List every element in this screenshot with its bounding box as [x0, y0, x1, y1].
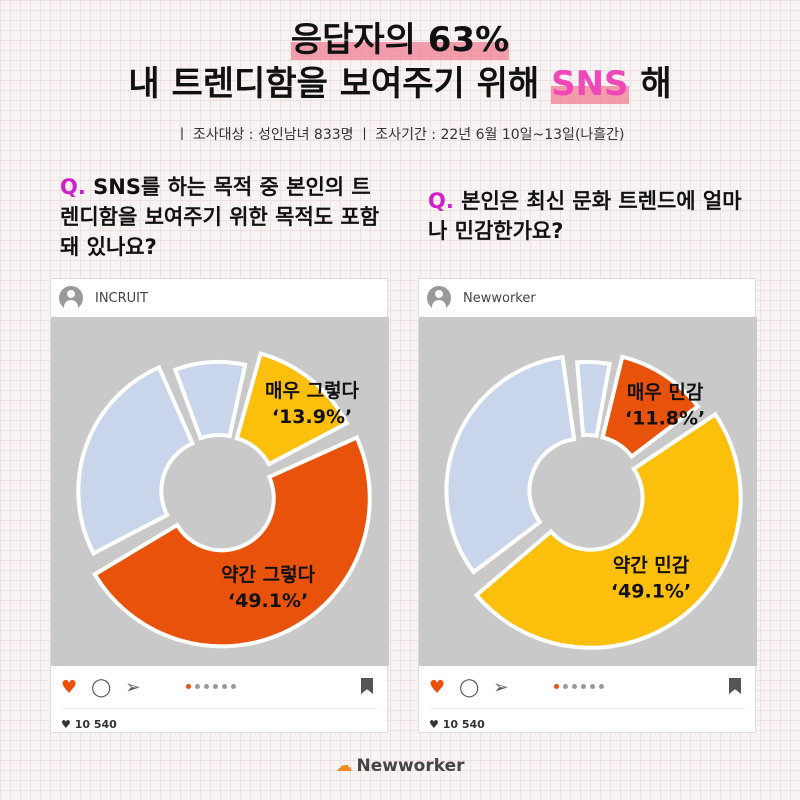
avatar-icon	[59, 286, 83, 310]
headline-line1: 응답자의 63%	[290, 20, 510, 60]
post-card-2: Newworker 매우 민감 ‘11.8%’ 약간 민감 ‘49.1%’ ♥ ◯ ➢ ♥…	[418, 278, 757, 733]
carousel-dots	[186, 684, 236, 689]
slice-2	[76, 364, 196, 557]
carousel-dots	[554, 684, 604, 689]
slice-category-label: 매우 민감	[627, 381, 704, 403]
slice-0	[600, 354, 701, 460]
like-count: ♥ 10 540	[61, 708, 377, 731]
comment-icon[interactable]: ◯	[459, 676, 480, 698]
donut-chart-2: 매우 민감 ‘11.8%’ 약간 민감 ‘49.1%’	[419, 317, 757, 666]
question-text: 본인은 최신 문화 트렌드에 얼마나 민감한가요?	[428, 189, 742, 243]
headline-sns: SNS	[551, 64, 629, 104]
like-count: ♥ 10 540	[429, 708, 745, 731]
slice-0	[234, 351, 350, 467]
slice-2	[444, 354, 577, 575]
cloud-icon: ☁	[335, 756, 353, 776]
avatar-icon	[427, 286, 451, 310]
slice-value-label: ‘49.1%’	[611, 580, 691, 602]
slice-category-label: 약간 민감	[613, 554, 690, 576]
bookmark-icon[interactable]	[361, 678, 373, 694]
survey-info: ㅣ 조사대상 : 성인남녀 833명 ㅣ 조사기간 : 22년 6월 10일~1…	[175, 127, 625, 143]
send-icon[interactable]: ➢	[125, 676, 141, 698]
slice-1	[92, 434, 372, 649]
headline-line2: 내 트렌디함을 보여주기 위해	[128, 64, 552, 104]
heart-icon[interactable]: ♥	[61, 676, 78, 698]
slice-3	[575, 360, 612, 439]
send-icon[interactable]: ➢	[493, 676, 509, 698]
question-2: Q. 본인은 최신 문화 트렌드에 얼마나 민감한가요?	[428, 186, 758, 246]
slice-value-label: ‘11.8%’	[625, 407, 705, 429]
q-mark: Q.	[60, 175, 86, 199]
slice-category-label: 매우 그렇다	[265, 380, 360, 402]
donut-chart-1: 매우 그렇다 ‘13.9%’ 약간 그렇다 ‘49.1%’	[51, 317, 389, 666]
question-text: SNS를 하는 목적 중 본인의 트렌디함을 보여주기 위한 목적도 포함돼 있…	[60, 175, 380, 259]
slice-value-label: ‘13.9%’	[272, 406, 352, 428]
account-name: Newworker	[463, 290, 536, 306]
headline-end: 해	[628, 64, 672, 104]
slice-1	[473, 411, 743, 650]
heart-icon[interactable]: ♥	[429, 676, 446, 698]
post-card-1: INCRUIT 매우 그렇다 ‘13.9%’ 약간 그렇다 ‘49.1%’ ♥ ◯ ➢ ♥…	[50, 278, 389, 733]
bookmark-icon[interactable]	[729, 678, 741, 694]
brand-logo: ☁ Newworker	[0, 756, 800, 776]
logo-text: Newworker	[356, 756, 465, 776]
slice-3	[172, 360, 248, 441]
question-1: Q. SNS를 하는 목적 중 본인의 트렌디함을 보여주기 위한 목적도 포함…	[60, 172, 390, 262]
slice-value-label: ‘49.1%’	[228, 590, 308, 612]
account-name: INCRUIT	[95, 290, 148, 306]
slice-category-label: 약간 그렇다	[221, 564, 316, 586]
comment-icon[interactable]: ◯	[91, 676, 112, 698]
q-mark: Q.	[428, 189, 454, 213]
headline: 응답자의 63% 내 트렌디함을 보여주기 위해 SNS 해	[0, 18, 800, 106]
